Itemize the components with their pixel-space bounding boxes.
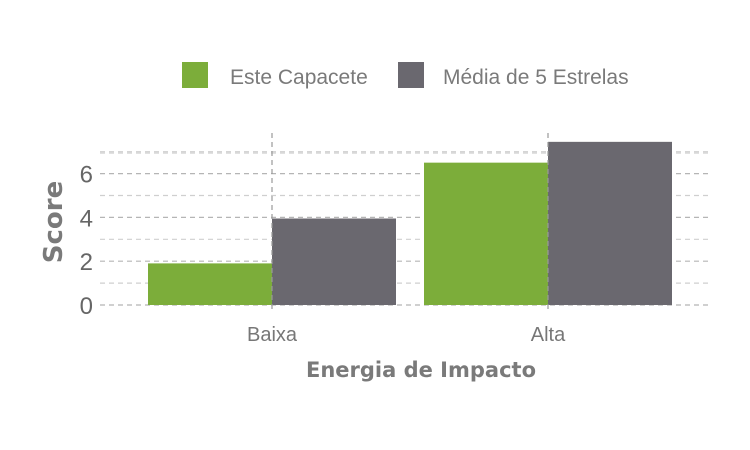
x-axis-title: Energia de Impacto xyxy=(306,358,536,382)
bar-baixa-series-1 xyxy=(272,218,396,305)
bar-alta-series-1 xyxy=(548,141,672,305)
y-tick-label-6: 6 xyxy=(80,162,93,189)
x-tick-label-alta: Alta xyxy=(531,324,566,346)
y-tick-label-0: 0 xyxy=(80,293,93,320)
legend-swatch-0 xyxy=(182,62,208,88)
legend-swatch-1 xyxy=(398,62,424,88)
x-tick-label-baixa: Baixa xyxy=(247,324,298,346)
category-grid-lines xyxy=(271,133,549,310)
legend-label-1: Média de 5 Estrelas xyxy=(443,66,629,89)
x-tick-labels: Baixa Alta xyxy=(247,324,566,346)
bars xyxy=(148,141,672,305)
legend-label-0: Este Capacete xyxy=(230,66,368,89)
y-tick-labels: 0 2 4 6 xyxy=(80,162,93,320)
bar-baixa-series-0 xyxy=(148,263,272,305)
y-tick-label-4: 4 xyxy=(80,205,93,232)
bar-alta-series-0 xyxy=(424,162,548,305)
y-tick-label-2: 2 xyxy=(80,249,93,276)
legend: Este Capacete Média de 5 Estrelas xyxy=(182,62,629,89)
y-axis-title: Score xyxy=(39,181,69,263)
